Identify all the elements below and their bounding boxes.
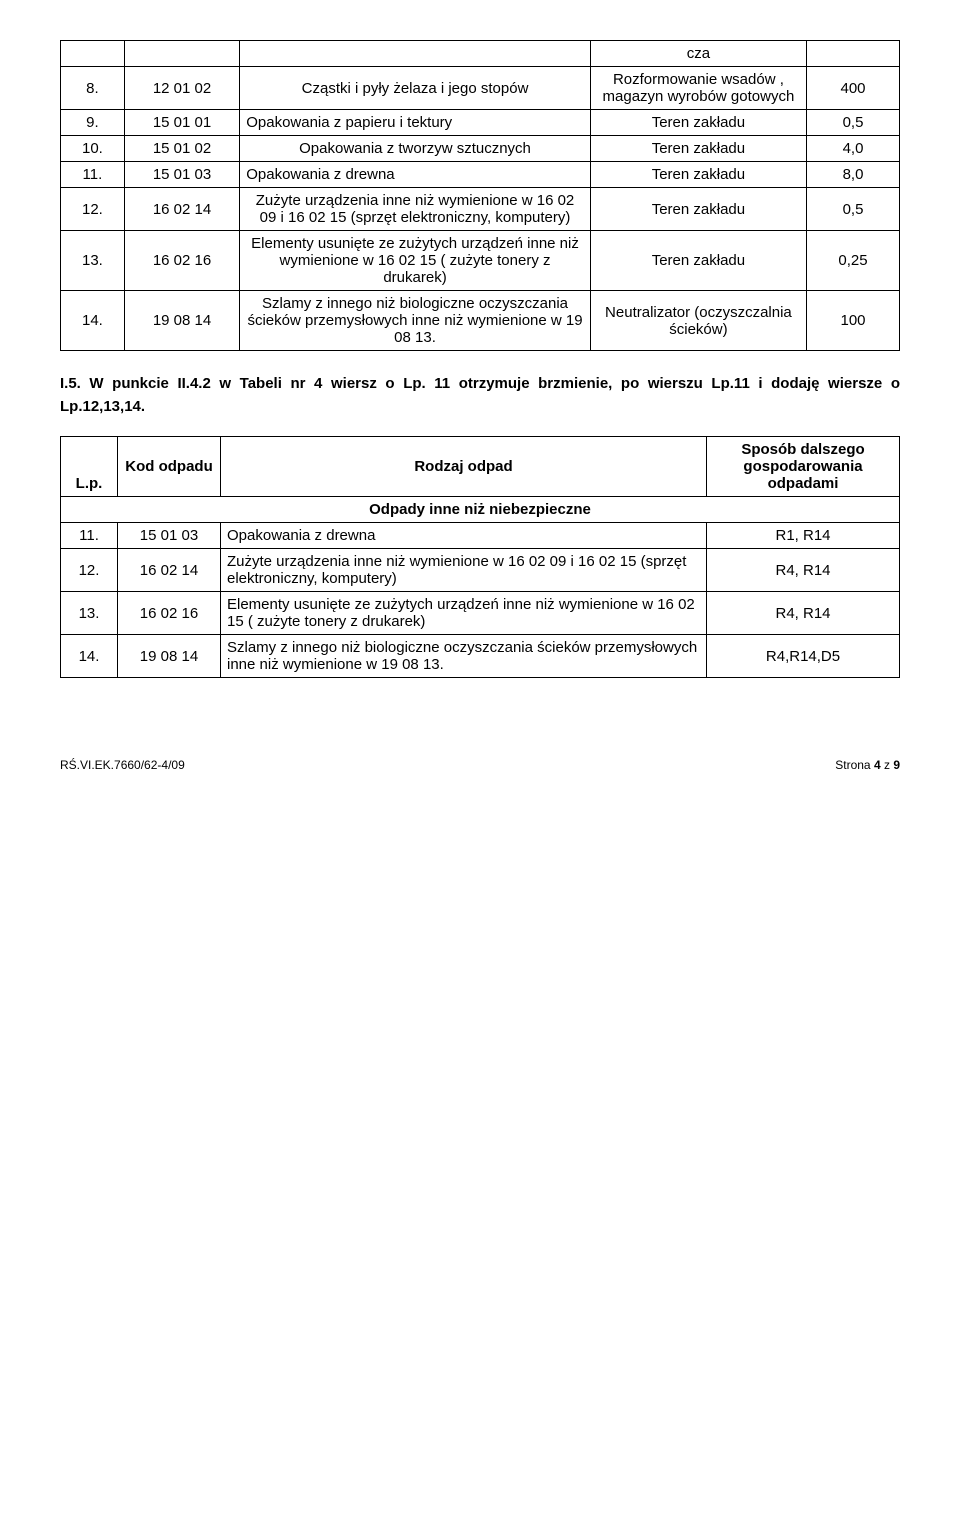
cell: 12 01 02 xyxy=(124,67,239,110)
cell: 11. xyxy=(61,523,118,549)
table-row: 11. 15 01 03 Opakowania z drewna Teren z… xyxy=(61,162,900,188)
cell: 13. xyxy=(61,592,118,635)
cell xyxy=(807,41,900,67)
text: w Tabeli nr 4 wiersz o xyxy=(211,375,403,392)
table-row: 12. 16 02 14 Zużyte urządzenia inne niż … xyxy=(61,188,900,231)
cell: 19 08 14 xyxy=(118,635,221,678)
cell: cza xyxy=(590,41,806,67)
cell: 0,25 xyxy=(807,231,900,291)
table-row: 13. 16 02 16 Elementy usunięte ze zużyty… xyxy=(61,592,900,635)
text: 4 xyxy=(874,758,881,772)
cell: Teren zakładu xyxy=(590,231,806,291)
text: Strona xyxy=(835,758,874,772)
cell: 12. xyxy=(61,188,125,231)
cell: 16 02 14 xyxy=(124,188,239,231)
text: Lp.12,13,14. xyxy=(60,398,145,415)
cell: R4,R14,D5 xyxy=(707,635,900,678)
table-row: 9. 15 01 01 Opakowania z papieru i tektu… xyxy=(61,110,900,136)
table-row: 13. 16 02 16 Elementy usunięte ze zużyty… xyxy=(61,231,900,291)
cell: R1, R14 xyxy=(707,523,900,549)
table-2: L.p. Kod odpadu Rodzaj odpad Sposób dals… xyxy=(60,436,900,678)
cell: Cząstki i pyły żelaza i jego stopów xyxy=(240,67,591,110)
text: I.5. W punkcie xyxy=(60,375,177,392)
cell: Elementy usunięte ze zużytych urządzeń i… xyxy=(240,231,591,291)
cell: 4,0 xyxy=(807,136,900,162)
cell: Zużyte urządzenia inne niż wymienione w … xyxy=(221,549,707,592)
header-cell: Kod odpadu xyxy=(118,437,221,497)
table-1: cza 8. 12 01 02 Cząstki i pyły żelaza i … xyxy=(60,40,900,351)
cell: Rozformowanie wsadów , magazyn wyrobów g… xyxy=(590,67,806,110)
text: 9 xyxy=(893,758,900,772)
cell: 12. xyxy=(61,549,118,592)
text: otrzymuje brzmienie, po wierszu Lp.11 i … xyxy=(450,375,900,392)
cell: Teren zakładu xyxy=(590,188,806,231)
cell: Szlamy z innego niż biologiczne oczyszcz… xyxy=(221,635,707,678)
cell: R4, R14 xyxy=(707,549,900,592)
cell: 9. xyxy=(61,110,125,136)
table-row: 11. 15 01 03 Opakowania z drewna R1, R14 xyxy=(61,523,900,549)
cell: 8,0 xyxy=(807,162,900,188)
footer-page-number: Strona 4 z 9 xyxy=(835,758,900,772)
cell: Neutralizator (oczyszczalnia ścieków) xyxy=(590,291,806,351)
cell: Opakowania z papieru i tektury xyxy=(240,110,591,136)
cell: 13. xyxy=(61,231,125,291)
cell: Opakowania z drewna xyxy=(240,162,591,188)
cell: Elementy usunięte ze zużytych urządzeń i… xyxy=(221,592,707,635)
cell: 15 01 01 xyxy=(124,110,239,136)
table-row: 8. 12 01 02 Cząstki i pyły żelaza i jego… xyxy=(61,67,900,110)
cell: Opakowania z tworzyw sztucznych xyxy=(240,136,591,162)
cell: Teren zakładu xyxy=(590,136,806,162)
cell: R4, R14 xyxy=(707,592,900,635)
cell: 16 02 14 xyxy=(118,549,221,592)
table-row: 10. 15 01 02 Opakowania z tworzyw sztucz… xyxy=(61,136,900,162)
table-row: 14. 19 08 14 Szlamy z innego niż biologi… xyxy=(61,635,900,678)
cell: 0,5 xyxy=(807,110,900,136)
table-header-row: L.p. Kod odpadu Rodzaj odpad Sposób dals… xyxy=(61,437,900,497)
cell: 19 08 14 xyxy=(124,291,239,351)
cell: 16 02 16 xyxy=(124,231,239,291)
header-cell: L.p. xyxy=(61,437,118,497)
cell: 11. xyxy=(61,162,125,188)
table-section-row: Odpady inne niż niebezpieczne xyxy=(61,497,900,523)
text: z xyxy=(881,758,894,772)
header-cell: Rodzaj odpad xyxy=(221,437,707,497)
text: Lp. 11 xyxy=(403,375,450,392)
cell xyxy=(61,41,125,67)
page-footer: RŚ.VI.EK.7660/62-4/09 Strona 4 z 9 xyxy=(60,758,900,772)
cell: 14. xyxy=(61,635,118,678)
amendment-paragraph: I.5. W punkcie II.4.2 w Tabeli nr 4 wier… xyxy=(60,373,900,418)
cell: Szlamy z innego niż biologiczne oczyszcz… xyxy=(240,291,591,351)
cell: 0,5 xyxy=(807,188,900,231)
cell xyxy=(240,41,591,67)
cell xyxy=(124,41,239,67)
cell: Teren zakładu xyxy=(590,110,806,136)
footer-reference: RŚ.VI.EK.7660/62-4/09 xyxy=(60,758,185,772)
table-row: 14. 19 08 14 Szlamy z innego niż biologi… xyxy=(61,291,900,351)
cell: 16 02 16 xyxy=(118,592,221,635)
cell: 10. xyxy=(61,136,125,162)
table-row: 12. 16 02 14 Zużyte urządzenia inne niż … xyxy=(61,549,900,592)
cell: 400 xyxy=(807,67,900,110)
cell: 15 01 02 xyxy=(124,136,239,162)
header-cell: Sposób dalszego gospodarowania odpadami xyxy=(707,437,900,497)
cell: Opakowania z drewna xyxy=(221,523,707,549)
cell: 14. xyxy=(61,291,125,351)
cell: Teren zakładu xyxy=(590,162,806,188)
cell: Zużyte urządzenia inne niż wymienione w … xyxy=(240,188,591,231)
cell: 15 01 03 xyxy=(124,162,239,188)
table-row: cza xyxy=(61,41,900,67)
cell: 15 01 03 xyxy=(118,523,221,549)
cell: 8. xyxy=(61,67,125,110)
text: II.4.2 xyxy=(177,375,210,392)
section-cell: Odpady inne niż niebezpieczne xyxy=(61,497,900,523)
cell: 100 xyxy=(807,291,900,351)
